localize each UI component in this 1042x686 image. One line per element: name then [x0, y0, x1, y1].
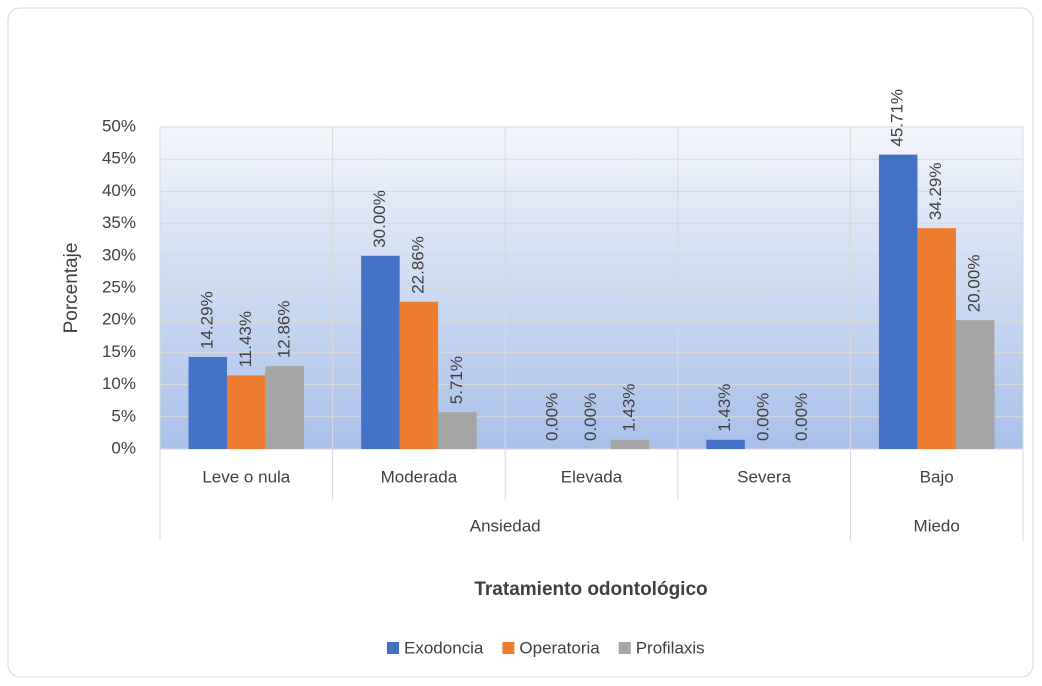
data-label: 12.86%	[274, 301, 293, 359]
x-tick-label: Elevada	[561, 467, 623, 486]
bar	[227, 375, 266, 449]
legend-label: Operatoria	[519, 638, 600, 657]
data-label: 14.29%	[197, 291, 216, 349]
y-tick-label: 50%	[102, 116, 136, 135]
group-label: Ansiedad	[470, 516, 541, 535]
bar	[955, 320, 995, 449]
y-tick-label: 0%	[111, 438, 136, 457]
x-tick-label: Leve o nula	[202, 467, 290, 486]
legend-swatch	[387, 642, 399, 654]
legend-swatch	[502, 642, 515, 654]
y-tick-label: 15%	[102, 342, 136, 361]
y-tick-label: 20%	[102, 310, 136, 329]
data-label: 0.00%	[754, 393, 773, 441]
y-tick-label: 40%	[102, 181, 136, 200]
data-label: 0.00%	[792, 393, 811, 441]
data-label: 30.00%	[370, 190, 389, 248]
y-tick-label: 45%	[102, 149, 136, 168]
data-label: 34.29%	[926, 163, 945, 221]
data-label: 45.71%	[888, 89, 907, 147]
data-label: 22.86%	[408, 236, 427, 294]
y-tick-label: 5%	[111, 406, 136, 425]
bar	[188, 356, 228, 449]
legend-label: Profilaxis	[636, 638, 705, 657]
bar	[706, 439, 745, 449]
y-tick-label: 30%	[102, 245, 136, 264]
bar	[361, 255, 400, 449]
data-label: 11.43%	[236, 311, 255, 367]
data-label: 0.00%	[542, 393, 561, 441]
bar	[878, 154, 918, 449]
legend-label: Exodoncia	[404, 638, 484, 657]
y-axis-title: Porcentaje	[61, 243, 82, 334]
bar	[399, 301, 439, 449]
data-label: 0.00%	[581, 393, 600, 441]
bar	[438, 412, 477, 449]
x-tick-label: Severa	[737, 467, 791, 486]
x-tick-label: Bajo	[920, 467, 954, 486]
bar	[265, 366, 305, 449]
y-tick-label: 25%	[102, 277, 136, 296]
group-label: Miedo	[914, 516, 960, 535]
legend-swatch	[618, 642, 631, 654]
x-axis-title: Tratamiento odontológico	[474, 579, 707, 600]
y-tick-label: 35%	[102, 213, 136, 232]
data-label: 1.43%	[715, 384, 734, 432]
data-label: 1.43%	[619, 384, 638, 432]
data-label: 5.71%	[447, 356, 466, 404]
x-tick-label: Moderada	[381, 467, 458, 486]
bar	[917, 228, 956, 449]
y-tick-label: 10%	[102, 374, 136, 393]
data-label: 20.00%	[965, 255, 984, 313]
bar	[610, 439, 650, 449]
